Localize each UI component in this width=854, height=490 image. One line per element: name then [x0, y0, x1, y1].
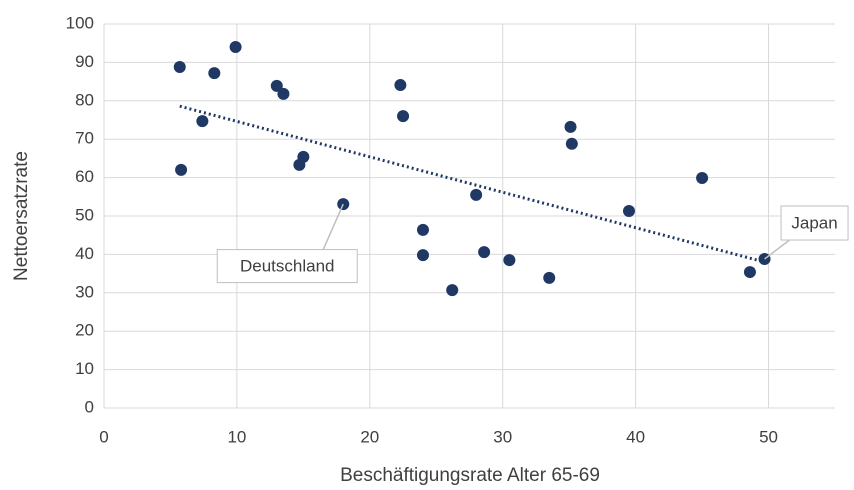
- point: [543, 271, 556, 284]
- x-tick-label: 10: [227, 427, 246, 446]
- x-tick-label: 20: [360, 427, 379, 446]
- annotation-box: [780, 205, 849, 241]
- x-tick-label: 0: [99, 427, 108, 446]
- y-tick-label: 80: [75, 90, 94, 109]
- point: [208, 67, 221, 80]
- point: [416, 223, 429, 236]
- point: [416, 249, 429, 262]
- y-axis-title: Nettoersatzrate: [11, 151, 32, 281]
- point: [397, 110, 410, 123]
- y-tick-label: 20: [75, 321, 94, 340]
- point: [293, 158, 306, 171]
- point: [270, 79, 283, 92]
- y-tick-label: 30: [75, 282, 94, 301]
- point: [696, 171, 709, 184]
- point: [229, 41, 242, 54]
- trendline: [179, 104, 765, 264]
- point: [277, 87, 290, 100]
- y-tick-label: 100: [66, 13, 94, 32]
- point: [503, 254, 516, 267]
- annotation-label: Deutschland: [240, 257, 335, 276]
- y-tick-label: 10: [75, 359, 94, 378]
- point: [196, 115, 209, 128]
- y-tick-label: 0: [85, 397, 94, 416]
- y-tick-label: 90: [75, 52, 94, 71]
- point: [622, 205, 635, 218]
- x-tick-label: 50: [759, 427, 778, 446]
- point: [446, 284, 459, 297]
- y-tick-label: 40: [75, 244, 94, 263]
- annotation-leader: [764, 239, 790, 260]
- point: [394, 79, 407, 92]
- x-tick-label: 40: [626, 427, 645, 446]
- point: [173, 61, 186, 74]
- point: [478, 246, 491, 259]
- point: [470, 188, 483, 201]
- annotation-label: Japan: [791, 213, 837, 232]
- y-tick-label: 60: [75, 167, 94, 186]
- y-tick-label: 50: [75, 205, 94, 224]
- annotation-box: [216, 249, 358, 284]
- point: [743, 266, 756, 279]
- point: [565, 137, 578, 150]
- x-tick-label: 30: [493, 427, 512, 446]
- annotation-leader: [322, 203, 344, 250]
- point: [175, 163, 188, 176]
- x-axis-title: Beschäftigungsrate Alter 65-69: [340, 465, 600, 486]
- point: [564, 120, 577, 133]
- y-tick-label: 70: [75, 129, 94, 148]
